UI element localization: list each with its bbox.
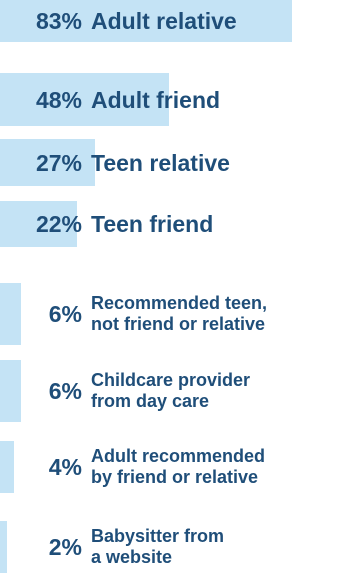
value-label-5: 6%	[48, 301, 82, 327]
category-label-line: Adult relative	[91, 8, 237, 34]
bar-6	[0, 360, 21, 422]
bar-3	[0, 139, 95, 186]
value-label-6: 6%	[48, 378, 82, 404]
value-label-4: 22%	[35, 211, 82, 237]
value-label-7: 4%	[48, 454, 82, 480]
category-label-line: a website	[91, 547, 173, 567]
category-label-2: Adult friend	[91, 87, 220, 114]
category-label-6: Childcare provider from day care	[91, 370, 250, 412]
category-label-line: from day care	[91, 391, 210, 411]
category-label-5: Recommended teen, not friend or relative	[91, 293, 267, 335]
bar-7	[0, 441, 14, 493]
category-label-line: Adult recommended	[91, 446, 266, 466]
value-label-8: 2%	[48, 534, 82, 560]
value-label-1: 83%	[35, 8, 82, 34]
category-label-line: Adult friend	[91, 86, 221, 113]
bar-4	[0, 201, 77, 247]
category-label-line: by friend or relative	[91, 467, 259, 487]
category-label-line: Recommended teen,	[91, 293, 268, 313]
bar-5	[0, 283, 21, 345]
category-label-line: Teen friend	[91, 211, 214, 237]
bar-2	[0, 73, 169, 126]
category-label-8: Babysitter from a website	[91, 526, 224, 568]
value-label-2: 48%	[35, 86, 82, 113]
bar-8	[0, 521, 7, 573]
category-label-4: Teen friend	[91, 211, 213, 238]
bar-1	[0, 0, 292, 42]
category-label-line: Teen relative	[91, 149, 230, 176]
category-label-line: Babysitter from	[91, 526, 225, 546]
category-label-line: Childcare provider	[91, 370, 251, 390]
category-label-1: Adult relative	[91, 8, 237, 35]
category-label-line: not friend or relative	[91, 314, 266, 334]
category-label-3: Teen relative	[91, 150, 230, 177]
value-label-3: 27%	[35, 149, 82, 176]
category-label-7: Adult recommended by friend or relative	[91, 446, 265, 488]
